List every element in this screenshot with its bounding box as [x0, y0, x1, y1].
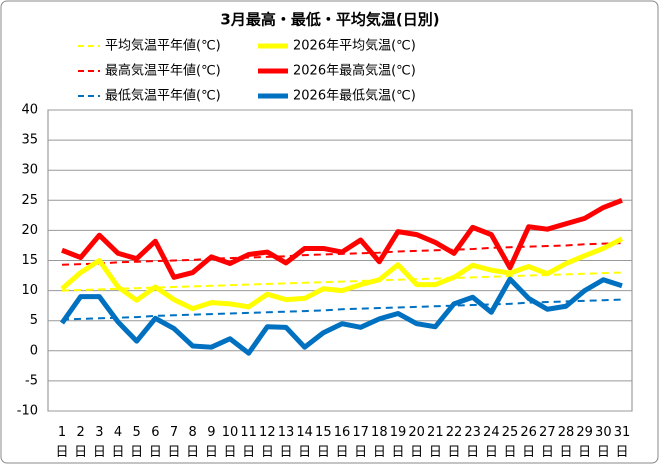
- x-tick-label: 10 日: [222, 425, 239, 460]
- x-tick-label: 13 日: [278, 425, 295, 460]
- y-tick-label: 40: [21, 103, 38, 118]
- x-tick-label: 18 日: [371, 425, 388, 460]
- x-tick-label: 17 日: [352, 425, 369, 460]
- y-tick-label: 20: [21, 223, 38, 238]
- legend-label: 2026年最高気温(℃): [293, 63, 416, 79]
- series-line: [61, 197, 623, 280]
- x-tick-label: 11 日: [240, 425, 257, 460]
- x-tick-label: 26 日: [520, 425, 537, 460]
- series-line: [61, 298, 623, 321]
- chart-title: 3月最高・最低・平均気温(日別): [220, 11, 439, 29]
- legend-label: 2026年最低気温(℃): [293, 88, 416, 104]
- x-tick-label: 12 日: [259, 425, 276, 460]
- series-line: [61, 271, 623, 292]
- legend-label: 2026年平均気温(℃): [293, 38, 416, 54]
- y-tick-label: 5: [30, 313, 38, 328]
- y-tick-label: 30: [21, 163, 38, 178]
- y-tick-label: 10: [21, 283, 38, 298]
- legend-label: 平均気温平年値(℃): [105, 38, 221, 54]
- x-tick-label: 27 日: [539, 425, 556, 460]
- y-tick-label: 35: [21, 133, 38, 148]
- x-tick-label: 31 日: [614, 425, 631, 460]
- x-tick-label: 19 日: [390, 425, 407, 460]
- x-tick-label: 16 日: [334, 425, 351, 460]
- y-tick-label: -5: [25, 373, 38, 388]
- series-line: [59, 276, 623, 356]
- x-tick-label: 15 日: [315, 425, 332, 460]
- x-tick-label: 21 日: [427, 425, 444, 460]
- x-tick-label: 29 日: [576, 425, 593, 460]
- x-tick-label: 25 日: [502, 425, 519, 460]
- x-tick-label: 23 日: [464, 425, 481, 460]
- x-tick-label: 20 日: [408, 425, 425, 460]
- x-tick-label: 14 日: [296, 425, 313, 460]
- y-tick-label: 0: [30, 343, 38, 358]
- legend-label: 最高気温平年値(℃): [105, 63, 221, 79]
- x-tick-label: 28 日: [558, 425, 575, 460]
- series-line: [60, 236, 624, 312]
- x-tick-label: 30 日: [595, 425, 612, 460]
- y-tick-label: 25: [21, 193, 38, 208]
- y-tick-label: -10: [17, 404, 38, 419]
- x-tick-label: 22 日: [446, 425, 463, 460]
- y-tick-label: 15: [21, 253, 38, 268]
- x-tick-label: 24 日: [483, 425, 500, 460]
- legend-label: 最低気温平年値(℃): [105, 88, 221, 104]
